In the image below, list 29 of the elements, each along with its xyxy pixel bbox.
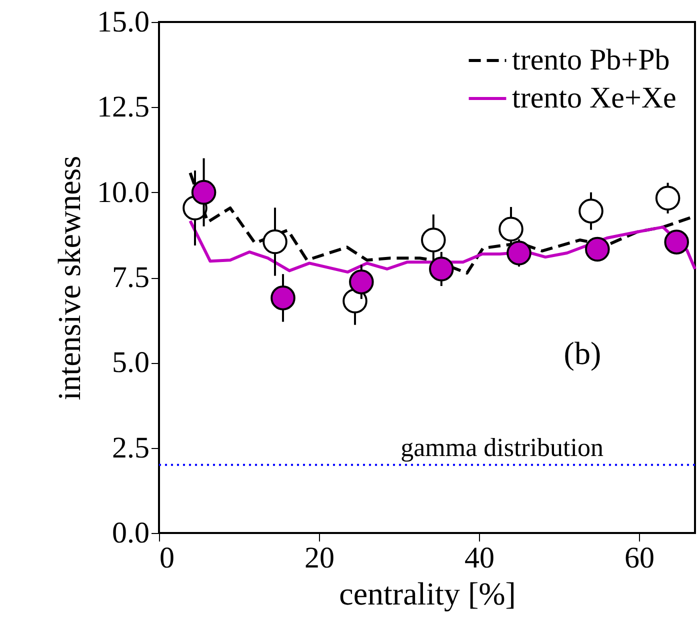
y-tick-label: 15.0 <box>97 6 150 38</box>
point <box>664 230 689 254</box>
x-tick-label: 20 <box>304 542 334 574</box>
x-tick-label: 60 <box>624 542 654 574</box>
y-tick-label: 5.0 <box>112 346 150 380</box>
x-tick-label: 40 <box>464 542 494 574</box>
y-axis-title: intensive skewness <box>51 156 87 400</box>
point <box>429 256 454 282</box>
point <box>585 236 610 262</box>
point <box>270 286 296 310</box>
legend-label: trento Xe+Xe <box>512 82 676 114</box>
point <box>349 270 374 294</box>
point <box>262 229 288 254</box>
point <box>421 228 446 252</box>
x-axis-title: centrality [%] <box>339 576 516 612</box>
point <box>498 216 524 242</box>
annotation: (b) <box>564 335 602 372</box>
point <box>655 186 680 211</box>
legend-label: trento Pb+Pb <box>512 44 670 76</box>
y-tick-label: 0.0 <box>112 516 150 550</box>
y-tick-label: 10.0 <box>97 176 150 209</box>
y-tick-label: 7.5 <box>112 261 150 294</box>
y-tick-label: 2.5 <box>112 431 150 464</box>
point <box>506 240 532 266</box>
point <box>578 198 604 224</box>
x-tick-label: 0 <box>160 542 174 574</box>
ref-line-label: gamma distribution <box>400 432 604 462</box>
y-tick-label: 12.5 <box>97 90 150 124</box>
point <box>191 180 216 205</box>
